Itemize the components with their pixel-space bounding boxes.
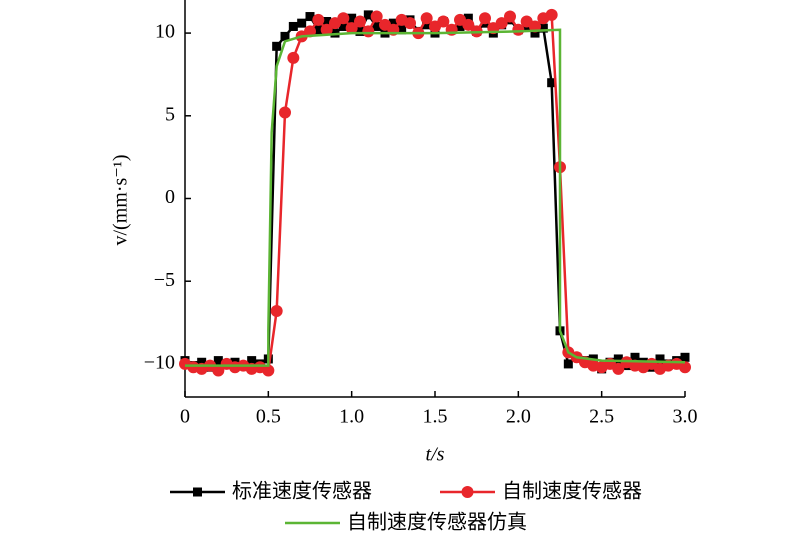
y-tick-label: 0 xyxy=(165,186,175,208)
marker xyxy=(461,486,474,498)
marker xyxy=(287,51,300,64)
x-tick-label: 0 xyxy=(180,406,190,428)
marker xyxy=(538,23,548,33)
legend-label: 标准速度传感器 xyxy=(232,479,372,503)
marker xyxy=(337,12,350,25)
marker xyxy=(338,21,348,31)
marker xyxy=(279,106,291,119)
x-tick-label: 2.5 xyxy=(589,406,614,428)
marker xyxy=(679,361,691,374)
marker xyxy=(504,10,516,23)
marker xyxy=(363,10,373,20)
marker xyxy=(547,78,557,88)
marker xyxy=(655,354,665,364)
marker xyxy=(397,25,407,35)
marker xyxy=(630,352,640,362)
marker xyxy=(297,18,307,28)
marker xyxy=(462,18,475,31)
legend-label: 自制速度传感器 xyxy=(502,479,642,503)
marker xyxy=(262,364,275,377)
marker xyxy=(530,28,540,38)
marker xyxy=(422,20,432,30)
marker xyxy=(355,26,365,36)
marker xyxy=(404,17,416,30)
marker xyxy=(680,352,690,362)
marker xyxy=(322,17,332,27)
x-tick-label: 0.5 xyxy=(256,406,281,428)
marker xyxy=(495,17,508,30)
y-tick-label: 10 xyxy=(155,21,175,43)
marker xyxy=(479,12,491,25)
x-tick-label: 3.0 xyxy=(673,406,698,428)
marker xyxy=(372,21,382,31)
marker xyxy=(354,15,366,28)
marker xyxy=(193,487,202,497)
marker xyxy=(197,357,207,367)
series-line xyxy=(185,28,686,367)
y-tick-label: −10 xyxy=(144,352,175,374)
marker xyxy=(320,23,333,36)
marker xyxy=(512,23,525,36)
marker xyxy=(612,362,625,375)
marker xyxy=(280,31,290,41)
marker xyxy=(345,22,358,35)
marker xyxy=(455,21,465,31)
marker xyxy=(563,359,573,369)
marker xyxy=(272,41,282,51)
marker xyxy=(613,354,623,364)
marker xyxy=(347,13,357,23)
marker xyxy=(463,13,473,23)
marker xyxy=(313,25,323,35)
y-axis-title: v/(mm·s⁻¹) xyxy=(110,155,132,246)
marker xyxy=(312,13,325,26)
series-line xyxy=(184,12,686,371)
marker xyxy=(420,12,433,25)
marker xyxy=(288,21,298,31)
marker xyxy=(388,18,398,28)
y-tick-label: 5 xyxy=(165,103,175,125)
marker xyxy=(370,10,383,23)
x-tick-label: 1.5 xyxy=(423,406,448,428)
x-tick-label: 1.0 xyxy=(339,406,364,428)
marker xyxy=(212,364,225,377)
x-tick-label: 2.0 xyxy=(506,406,531,428)
series-line xyxy=(184,13,686,373)
marker xyxy=(270,304,283,317)
x-axis-title: t/s xyxy=(426,444,445,466)
marker xyxy=(305,12,315,22)
marker xyxy=(213,356,223,366)
marker xyxy=(247,356,257,366)
marker xyxy=(545,8,558,21)
y-tick-label: −5 xyxy=(154,269,175,291)
marker xyxy=(437,15,450,28)
marker xyxy=(362,25,375,38)
legend-label: 自制速度传感器仿真 xyxy=(347,510,527,534)
